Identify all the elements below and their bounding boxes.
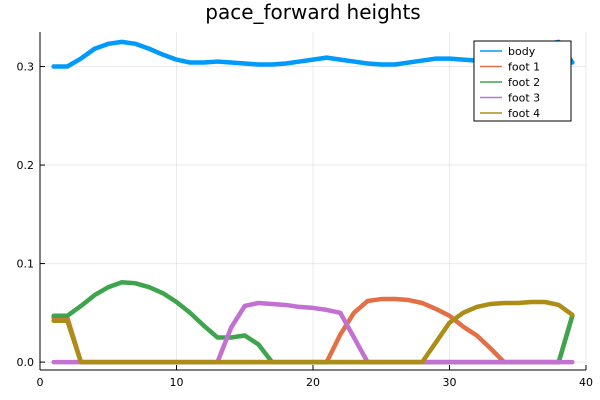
legend-label-foot-1: foot 1 <box>508 61 540 74</box>
x-tick-label: 20 <box>306 376 320 389</box>
legend-label-body: body <box>508 45 536 58</box>
y-tick-label: 0.3 <box>17 60 35 73</box>
legend-label-foot-3: foot 3 <box>508 92 540 105</box>
series-line-foot-4 <box>51 299 575 365</box>
x-tick-label: 40 <box>579 376 593 389</box>
legend-label-foot-2: foot 2 <box>508 76 540 89</box>
legend-box <box>473 40 572 122</box>
x-tick-label: 10 <box>170 376 184 389</box>
x-axis-ticks: 0 10 20 30 40 <box>37 365 593 389</box>
x-tick-label: 30 <box>443 376 457 389</box>
legend-label-foot-4: foot 4 <box>508 107 540 120</box>
x-tick-label: 0 <box>37 376 44 389</box>
y-tick-label: 0.0 <box>17 356 35 369</box>
chart-title: pace_forward heights <box>205 0 420 24</box>
legend: body foot 1 foot 2 foot 3 foot 4 <box>473 40 572 122</box>
y-axis-ticks: 0.0 0.1 0.2 0.3 <box>17 60 45 369</box>
series-group <box>51 39 575 365</box>
y-tick-label: 0.2 <box>17 159 35 172</box>
y-tick-label: 0.1 <box>17 258 35 271</box>
